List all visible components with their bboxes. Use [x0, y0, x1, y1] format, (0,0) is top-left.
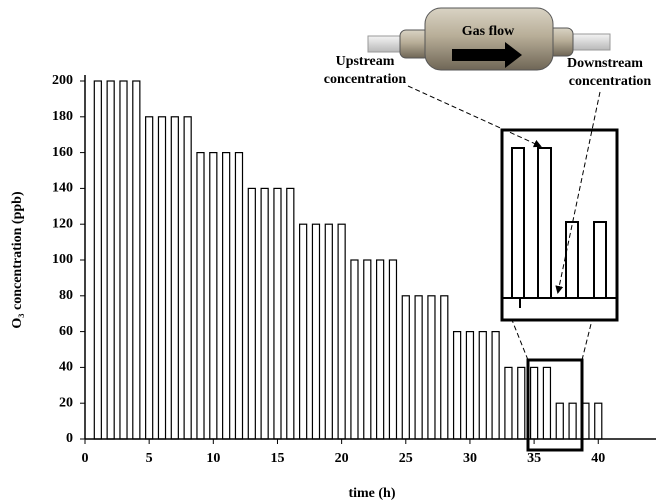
bar: [248, 188, 255, 439]
upstream-label: Upstream: [336, 54, 395, 69]
bar: [351, 260, 358, 439]
bar: [415, 296, 422, 439]
bar: [146, 117, 153, 439]
x-tick-label: 0: [82, 451, 89, 466]
downstream-label: concentration: [569, 74, 652, 89]
x-tick-label: 40: [591, 451, 605, 466]
bar: [389, 260, 396, 439]
bar: [274, 188, 281, 439]
bar: [505, 367, 512, 439]
bar: [300, 224, 307, 439]
bar: [402, 296, 409, 439]
y-axis-label: O₃ concentration (ppb): [10, 191, 25, 329]
bar: [518, 367, 525, 439]
downstream-label: Downstream: [567, 56, 643, 71]
bar: [377, 260, 384, 439]
bar: [428, 296, 435, 439]
y-tick-label: 0: [66, 431, 73, 446]
chart: Gas flow Upstream concentration Downstre…: [0, 0, 665, 503]
bar: [223, 153, 230, 439]
y-tick-label: 160: [52, 145, 73, 160]
bar: [364, 260, 371, 439]
bar: [479, 332, 486, 439]
bar: [338, 224, 345, 439]
bar: [556, 403, 563, 439]
bar: [197, 153, 204, 439]
bar: [158, 117, 165, 439]
bar: [120, 81, 127, 439]
bar: [107, 81, 114, 439]
y-tick-label: 180: [52, 109, 73, 124]
x-axis-label: time (h): [348, 486, 395, 501]
upstream-label: concentration: [324, 72, 407, 87]
y-tick-label: 40: [59, 360, 73, 375]
bar: [210, 153, 217, 439]
x-tick-label: 20: [335, 451, 349, 466]
bar: [441, 296, 448, 439]
bar: [133, 81, 140, 439]
y-tick-label: 200: [52, 73, 73, 88]
bar: [466, 332, 473, 439]
bar: [325, 224, 332, 439]
bar: [94, 81, 101, 439]
x-tick-label: 10: [206, 451, 220, 466]
x-tick-label: 30: [463, 451, 477, 466]
x-tick-label: 15: [270, 451, 284, 466]
y-tick-label: 120: [52, 216, 73, 231]
bar: [261, 188, 268, 439]
bar: [184, 117, 191, 439]
bar: [235, 153, 242, 439]
bar: [543, 367, 550, 439]
bar: [569, 403, 576, 439]
bar: [492, 332, 499, 439]
x-tick-label: 5: [146, 451, 153, 466]
bar: [287, 188, 294, 439]
gas-flow-label: Gas flow: [462, 24, 515, 39]
y-tick-label: 140: [52, 181, 73, 196]
bar: [531, 367, 538, 439]
bar: [171, 117, 178, 439]
y-tick-label: 80: [59, 288, 73, 303]
x-tick-label: 35: [527, 451, 541, 466]
bar: [595, 403, 602, 439]
y-tick-label: 60: [59, 324, 73, 339]
y-tick-label: 100: [52, 252, 73, 267]
bar: [312, 224, 319, 439]
bar: [454, 332, 461, 439]
y-tick-label: 20: [59, 395, 73, 410]
x-tick-label: 25: [399, 451, 413, 466]
